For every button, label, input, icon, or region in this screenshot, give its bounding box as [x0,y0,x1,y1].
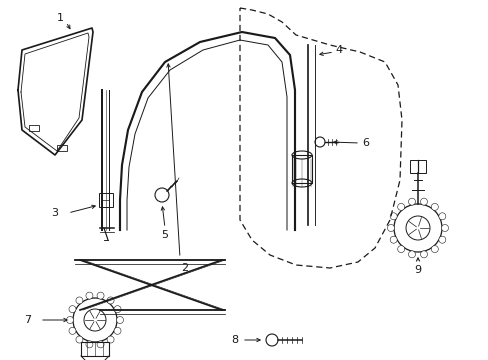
Circle shape [430,203,437,210]
Circle shape [397,203,404,210]
Text: 7: 7 [24,315,32,325]
Circle shape [114,306,121,312]
Circle shape [107,297,114,304]
Circle shape [438,236,445,243]
Circle shape [407,198,415,205]
Circle shape [389,213,396,220]
Circle shape [420,251,427,258]
Circle shape [114,327,121,334]
Bar [99,193,113,207]
Circle shape [76,336,83,343]
Circle shape [441,225,447,231]
Circle shape [69,327,76,334]
Text: 6: 6 [361,138,368,148]
Circle shape [97,341,104,348]
Bar [409,160,425,173]
Circle shape [265,334,278,346]
Circle shape [397,246,404,253]
Circle shape [389,236,396,243]
Circle shape [86,341,93,348]
Circle shape [107,336,114,343]
Bar [57,145,67,151]
Circle shape [155,188,169,202]
Bar [81,342,109,356]
Circle shape [86,292,93,299]
Circle shape [430,246,437,253]
Text: 9: 9 [414,265,421,275]
Circle shape [407,251,415,258]
Text: 3: 3 [51,208,59,218]
Circle shape [66,316,73,324]
Bar [291,155,311,183]
Circle shape [420,198,427,205]
Text: 2: 2 [181,263,188,273]
Circle shape [386,225,394,231]
Circle shape [97,292,104,299]
Text: 5: 5 [161,230,168,240]
Text: 4: 4 [334,45,342,55]
Text: 8: 8 [231,335,238,345]
Circle shape [69,306,76,312]
Circle shape [76,297,83,304]
Text: 1: 1 [57,13,63,23]
Circle shape [438,213,445,220]
Circle shape [116,316,123,324]
Circle shape [314,137,325,147]
Bar [29,125,39,131]
